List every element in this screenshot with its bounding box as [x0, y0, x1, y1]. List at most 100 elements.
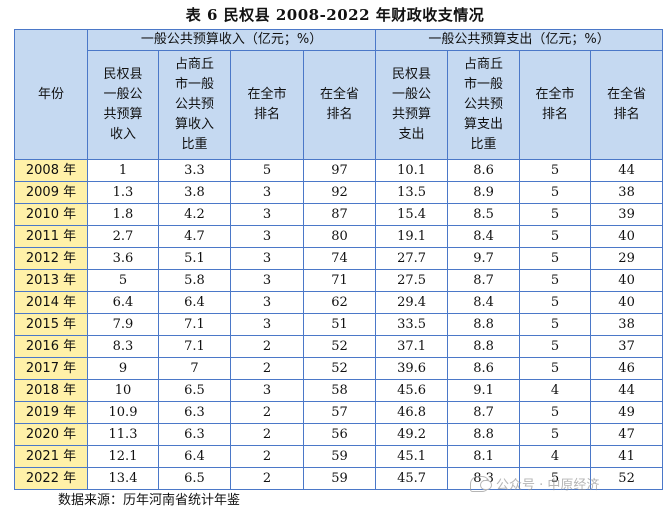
cell-revenue-city-rank: 3: [230, 269, 304, 292]
cell-revenue-province-rank: 59: [302, 467, 377, 490]
cell-expenditure-amount: 27.7: [375, 247, 449, 270]
cell-expenditure-amount: 46.8: [375, 401, 449, 424]
cell-expenditure-city-rank: 5: [519, 269, 592, 292]
cell-expenditure-province-rank: 37: [590, 335, 664, 358]
table-row: 2022 年 13.4 6.5 2 59 45.7 8.3 5 52: [14, 467, 664, 490]
cell-revenue-province-rank: 97: [302, 159, 377, 182]
year-cell: 2014 年: [14, 291, 88, 314]
cell-revenue-amount: 13.4: [87, 467, 159, 490]
cell-expenditure-amount: 45.7: [375, 467, 449, 490]
cell-revenue-province-rank: 59: [302, 445, 377, 468]
cell-revenue-province-rank: 52: [302, 335, 377, 358]
cell-expenditure-city-rank: 5: [519, 423, 592, 446]
cell-expenditure-province-rank: 40: [590, 269, 664, 292]
data-source-note: 数据来源：历年河南省统计年鉴: [58, 493, 241, 508]
cell-revenue-province-rank: 92: [302, 181, 377, 204]
cell-revenue-share: 4.7: [158, 225, 231, 248]
cell-expenditure-province-rank: 39: [590, 203, 664, 226]
header-revenue-city-rank: 在全市 排名: [230, 50, 304, 160]
cell-expenditure-share: 8.8: [447, 423, 521, 446]
header-expenditure-share: 占商丘 市一般 公共预 算支出 比重: [447, 50, 521, 160]
cell-revenue-province-rank: 87: [302, 203, 377, 226]
cell-expenditure-amount: 33.5: [375, 313, 449, 336]
cell-expenditure-amount: 13.5: [375, 181, 449, 204]
year-cell: 2021 年: [14, 445, 88, 468]
cell-revenue-share: 6.3: [158, 423, 231, 446]
cell-expenditure-amount: 29.4: [375, 291, 449, 314]
year-cell: 2008 年: [14, 159, 88, 182]
header-revenue-group: 一般公共预算收入（亿元；%）: [86, 29, 377, 51]
cell-expenditure-city-rank: 5: [519, 247, 592, 270]
cell-expenditure-share: 8.9: [447, 181, 521, 204]
cell-revenue-share: 6.5: [158, 379, 231, 402]
cell-expenditure-province-rank: 41: [590, 445, 664, 468]
header-expenditure-amount: 民权县 一般公 共预算 支出: [375, 50, 449, 160]
cell-revenue-share: 4.2: [158, 203, 231, 226]
cell-revenue-city-rank: 3: [230, 203, 304, 226]
table-row: 2017 年 9 7 2 52 39.6 8.6 5 46: [14, 357, 664, 380]
cell-expenditure-amount: 15.4: [375, 203, 449, 226]
year-cell: 2017 年: [14, 357, 88, 380]
cell-expenditure-amount: 45.1: [375, 445, 449, 468]
table-row: 2010 年 1.8 4.2 3 87 15.4 8.5 5 39: [14, 203, 664, 226]
cell-revenue-amount: 1.8: [87, 203, 159, 226]
cell-revenue-city-rank: 5: [230, 159, 304, 182]
cell-expenditure-province-rank: 46: [590, 357, 664, 380]
cell-revenue-share: 5.8: [158, 269, 231, 292]
cell-expenditure-amount: 49.2: [375, 423, 449, 446]
cell-expenditure-city-rank: 5: [519, 181, 592, 204]
cell-expenditure-share: 8.6: [447, 159, 521, 182]
watermark: 公众号 · 中原经济: [470, 474, 599, 493]
cell-revenue-amount: 1: [87, 159, 159, 182]
table-row: 2011 年 2.7 4.7 3 80 19.1 8.4 5 40: [14, 225, 664, 248]
cell-revenue-amount: 10.9: [87, 401, 159, 424]
cell-revenue-amount: 3.6: [87, 247, 159, 270]
cell-revenue-city-rank: 3: [230, 313, 304, 336]
year-cell: 2020 年: [14, 423, 88, 446]
table-row: 2014 年 6.4 6.4 3 62 29.4 8.4 5 40: [14, 291, 664, 314]
year-cell: 2019 年: [14, 401, 88, 424]
cell-revenue-share: 3.3: [158, 159, 231, 182]
cell-expenditure-amount: 37.1: [375, 335, 449, 358]
header-expenditure-province-rank: 在全省 排名: [590, 50, 664, 160]
cell-expenditure-city-rank: 5: [519, 335, 592, 358]
year-cell: 2016 年: [14, 335, 88, 358]
cell-expenditure-province-rank: 47: [590, 423, 664, 446]
cell-revenue-city-rank: 3: [230, 181, 304, 204]
table-row: 2019 年 10.9 6.3 2 57 46.8 8.7 5 49: [14, 401, 664, 424]
finance-table: 年份 一般公共预算收入（亿元；%） 一般公共预算支出（亿元；%） 民权县 一般公…: [14, 29, 664, 490]
cell-expenditure-province-rank: 38: [590, 313, 664, 336]
cell-expenditure-amount: 39.6: [375, 357, 449, 380]
cell-expenditure-share: 8.8: [447, 313, 521, 336]
cell-revenue-share: 7: [158, 357, 231, 380]
cell-expenditure-province-rank: 40: [590, 291, 664, 314]
cell-revenue-share: 5.1: [158, 247, 231, 270]
year-cell: 2012 年: [14, 247, 88, 270]
cell-expenditure-amount: 10.1: [375, 159, 449, 182]
cell-expenditure-city-rank: 5: [519, 401, 592, 424]
cell-revenue-amount: 6.4: [87, 291, 159, 314]
cell-expenditure-province-rank: 40: [590, 225, 664, 248]
header-revenue-share: 占商丘 市一般 公共预 算收入 比重: [158, 50, 231, 160]
cell-revenue-share: 6.5: [158, 467, 231, 490]
cell-expenditure-city-rank: 5: [519, 357, 592, 380]
cell-expenditure-share: 8.6: [447, 357, 521, 380]
year-cell: 2011 年: [14, 225, 88, 248]
cell-expenditure-share: 8.7: [447, 401, 521, 424]
cell-expenditure-amount: 27.5: [375, 269, 449, 292]
cell-revenue-amount: 5: [87, 269, 159, 292]
wechat-icon: [470, 475, 492, 492]
cell-revenue-amount: 11.3: [87, 423, 159, 446]
year-cell: 2015 年: [14, 313, 88, 336]
cell-revenue-city-rank: 2: [230, 467, 304, 490]
cell-expenditure-amount: 19.1: [375, 225, 449, 248]
table-row: 2018 年 10 6.5 3 58 45.6 9.1 4 44: [14, 379, 664, 402]
cell-expenditure-city-rank: 5: [519, 291, 592, 314]
cell-revenue-city-rank: 2: [230, 335, 304, 358]
cell-expenditure-city-rank: 4: [519, 379, 592, 402]
cell-revenue-city-rank: 2: [230, 423, 304, 446]
cell-expenditure-city-rank: 5: [519, 203, 592, 226]
cell-revenue-amount: 7.9: [87, 313, 159, 336]
cell-revenue-share: 6.3: [158, 401, 231, 424]
year-cell: 2013 年: [14, 269, 88, 292]
